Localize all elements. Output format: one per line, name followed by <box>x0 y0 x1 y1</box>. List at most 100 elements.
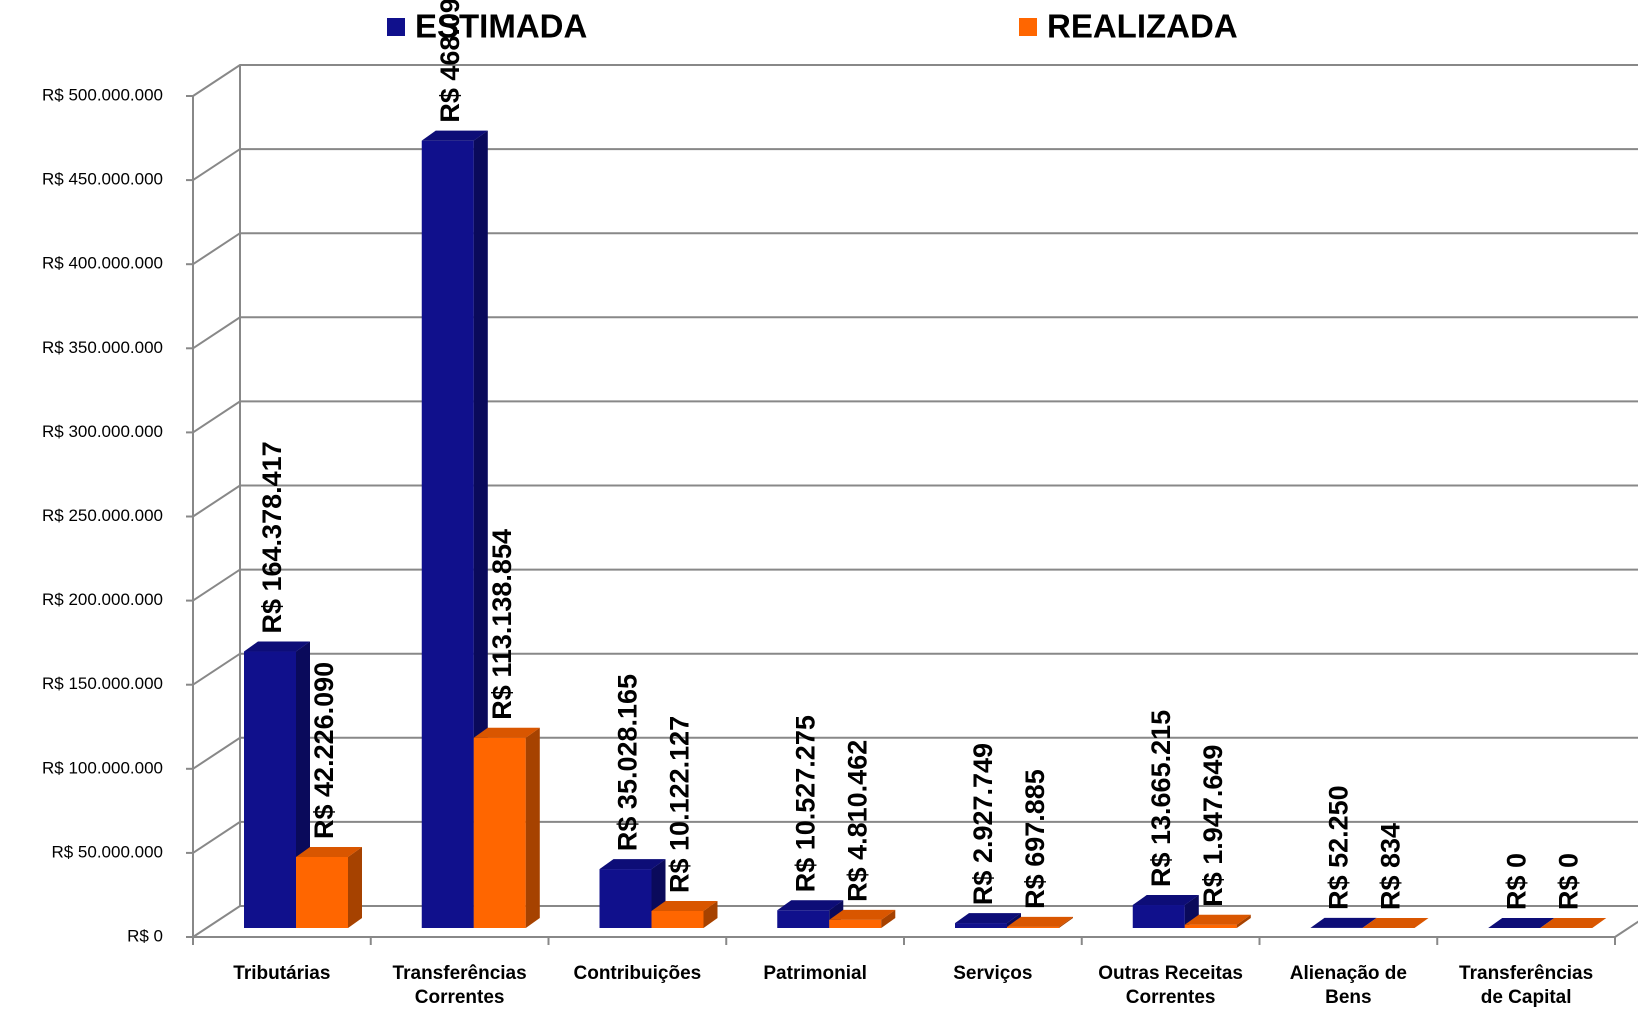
bar-side <box>1059 916 1073 928</box>
legend-swatch <box>387 18 405 36</box>
bar-side <box>473 130 488 928</box>
legend-label: REALIZADA <box>1047 8 1238 45</box>
bar-side <box>1362 917 1377 928</box>
bar-top-shade <box>1007 916 1073 927</box>
bar-side-shade <box>1059 916 1073 928</box>
bar <box>1540 918 1607 928</box>
bar <box>296 846 362 928</box>
bar-side <box>703 900 718 928</box>
value-label: R$ 468.092.261 <box>435 0 465 123</box>
grid-line <box>192 652 1638 686</box>
x-tick-label: Transferências de Capital <box>1459 963 1594 1008</box>
bar <box>1184 914 1251 928</box>
y-tick-label: R$ 150.000.000 <box>42 674 163 693</box>
bar <box>421 130 488 928</box>
bar-top <box>651 900 718 911</box>
y-tick-label: R$ 200.000.000 <box>42 590 163 609</box>
bar-top <box>777 900 844 911</box>
bar-top <box>1132 895 1199 906</box>
y-tick-label: R$ 500.000.000 <box>42 85 163 104</box>
bar-front <box>244 651 296 928</box>
grid-line <box>192 232 1638 266</box>
grid-line <box>192 316 1638 350</box>
value-label: R$ 0 <box>1501 853 1531 910</box>
bar-side <box>348 846 362 928</box>
bar <box>1310 917 1377 928</box>
value-label: R$ 4.810.462 <box>842 740 872 902</box>
bar-front <box>421 140 474 928</box>
value-label: R$ 35.028.165 <box>613 674 643 851</box>
value-label: R$ 164.378.417 <box>257 441 287 633</box>
bar-top <box>1310 917 1377 928</box>
grid-line <box>192 568 1638 602</box>
value-label: R$ 697.885 <box>1020 769 1050 909</box>
bar-side <box>881 909 896 928</box>
bar-top <box>244 641 310 652</box>
bar-top-shade <box>1310 917 1377 928</box>
bar-top <box>829 909 896 920</box>
value-label: R$ 113.138.854 <box>487 529 517 720</box>
grid-line <box>192 400 1638 434</box>
bar <box>1007 916 1073 928</box>
bar <box>955 913 1021 928</box>
bar-top <box>473 727 540 738</box>
x-tick-label: Serviços <box>953 963 1033 984</box>
bar-top <box>599 859 666 870</box>
bar-side-shade <box>1362 917 1377 928</box>
bar <box>651 900 718 928</box>
bar-top-shade <box>599 859 666 870</box>
bar-side-shade <box>1414 917 1429 928</box>
value-label: R$ 2.927.749 <box>968 743 998 905</box>
bar-top-shade <box>955 913 1021 924</box>
bar-side-shade <box>473 130 488 928</box>
bar-side-shade <box>1236 914 1251 928</box>
bar-side-shade <box>348 846 362 928</box>
bar-side <box>1007 913 1021 928</box>
bar <box>1132 895 1199 928</box>
bar-top <box>1488 918 1555 928</box>
value-label: R$ 10.122.127 <box>665 716 695 893</box>
bar-front <box>473 737 526 928</box>
value-label: R$ 10.527.275 <box>790 715 820 892</box>
bar-side <box>1414 917 1429 928</box>
grid-line <box>192 484 1638 518</box>
y-tick-label: R$ 300.000.000 <box>42 422 163 441</box>
bar-top <box>421 130 488 141</box>
bar-front <box>1132 905 1185 928</box>
y-tick-label: R$ 50.000.000 <box>51 842 163 861</box>
bar-front <box>651 910 704 928</box>
grid-line <box>192 820 1638 854</box>
value-label: R$ 834 <box>1376 823 1406 910</box>
bar-top-shade <box>1184 914 1251 925</box>
bar <box>473 727 540 928</box>
x-tick-label: Outras Receitas Correntes <box>1098 963 1243 1008</box>
bar-top-shade <box>1540 918 1607 928</box>
bar-top <box>955 913 1021 924</box>
x-tick-label: Patrimonial <box>763 963 867 984</box>
bar-side-shade <box>1007 913 1021 928</box>
value-label: R$ 1.947.649 <box>1198 745 1228 907</box>
grid-line <box>192 736 1638 770</box>
value-label: R$ 42.226.090 <box>309 662 339 839</box>
bar <box>1362 917 1429 928</box>
bar-top <box>1362 917 1429 928</box>
bar-top-shade <box>1362 917 1429 928</box>
y-tick-label: R$ 250.000.000 <box>42 506 163 525</box>
bar-side-shade <box>881 909 896 928</box>
bar <box>777 900 844 928</box>
bar-top-shade <box>651 900 718 911</box>
y-tick-label: R$ 400.000.000 <box>42 254 163 273</box>
bar-front <box>955 923 1007 928</box>
bar <box>829 909 896 928</box>
bar-front <box>777 910 830 928</box>
bar-top <box>1007 916 1073 927</box>
bar-top-shade <box>829 909 896 920</box>
bar-top <box>1184 914 1251 925</box>
bar-top-shade <box>1488 918 1555 928</box>
y-tick-label: R$ 100.000.000 <box>42 758 163 777</box>
x-tick-label: Tributárias <box>233 963 331 984</box>
value-label: R$ 0 <box>1553 853 1583 910</box>
bar-front <box>1007 926 1059 928</box>
bar-front <box>829 919 882 928</box>
bar-front <box>1184 924 1237 928</box>
